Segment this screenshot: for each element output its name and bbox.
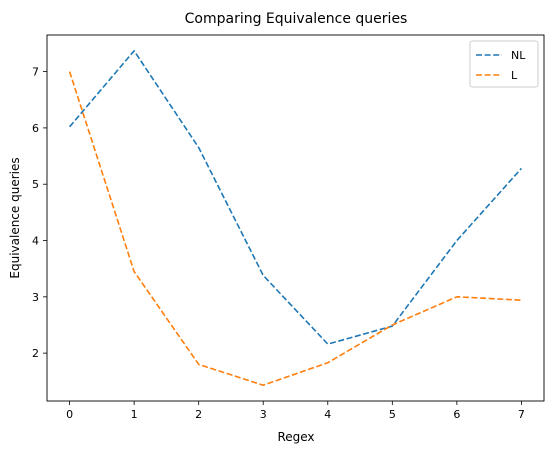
x-tick-label: 7 <box>518 408 525 421</box>
x-tick-label: 2 <box>195 408 202 421</box>
chart-title: Comparing Equivalence queries <box>185 11 408 27</box>
ticks-layer: 0 1 2 3 4 5 6 7 2 3 4 5 6 7 <box>32 66 525 421</box>
y-tick-label: 3 <box>32 291 39 304</box>
series-line-nl <box>68 49 522 345</box>
x-tick-label: 4 <box>324 408 331 421</box>
x-tick-label: 6 <box>453 408 460 421</box>
y-tick-label: 2 <box>32 347 39 360</box>
x-tick-label: 3 <box>260 408 267 421</box>
plot-frame <box>46 34 545 402</box>
legend-box <box>469 40 539 88</box>
y-tick-label: 5 <box>32 178 39 191</box>
x-tick-label: 1 <box>131 408 138 421</box>
x-tick-label: 0 <box>66 408 73 421</box>
y-tick-label: 4 <box>32 235 39 248</box>
legend-label-l: L <box>511 69 518 82</box>
legend: NL L <box>469 40 539 88</box>
x-axis-label: Regex <box>277 430 314 444</box>
y-tick-label: 6 <box>32 122 39 135</box>
y-tick-label: 7 <box>32 66 39 79</box>
series-layer <box>68 49 522 387</box>
y-axis-label: Equivalence queries <box>8 157 22 278</box>
series-line-l <box>68 71 522 387</box>
legend-label-nl: NL <box>511 49 526 62</box>
x-tick-label: 5 <box>389 408 396 421</box>
